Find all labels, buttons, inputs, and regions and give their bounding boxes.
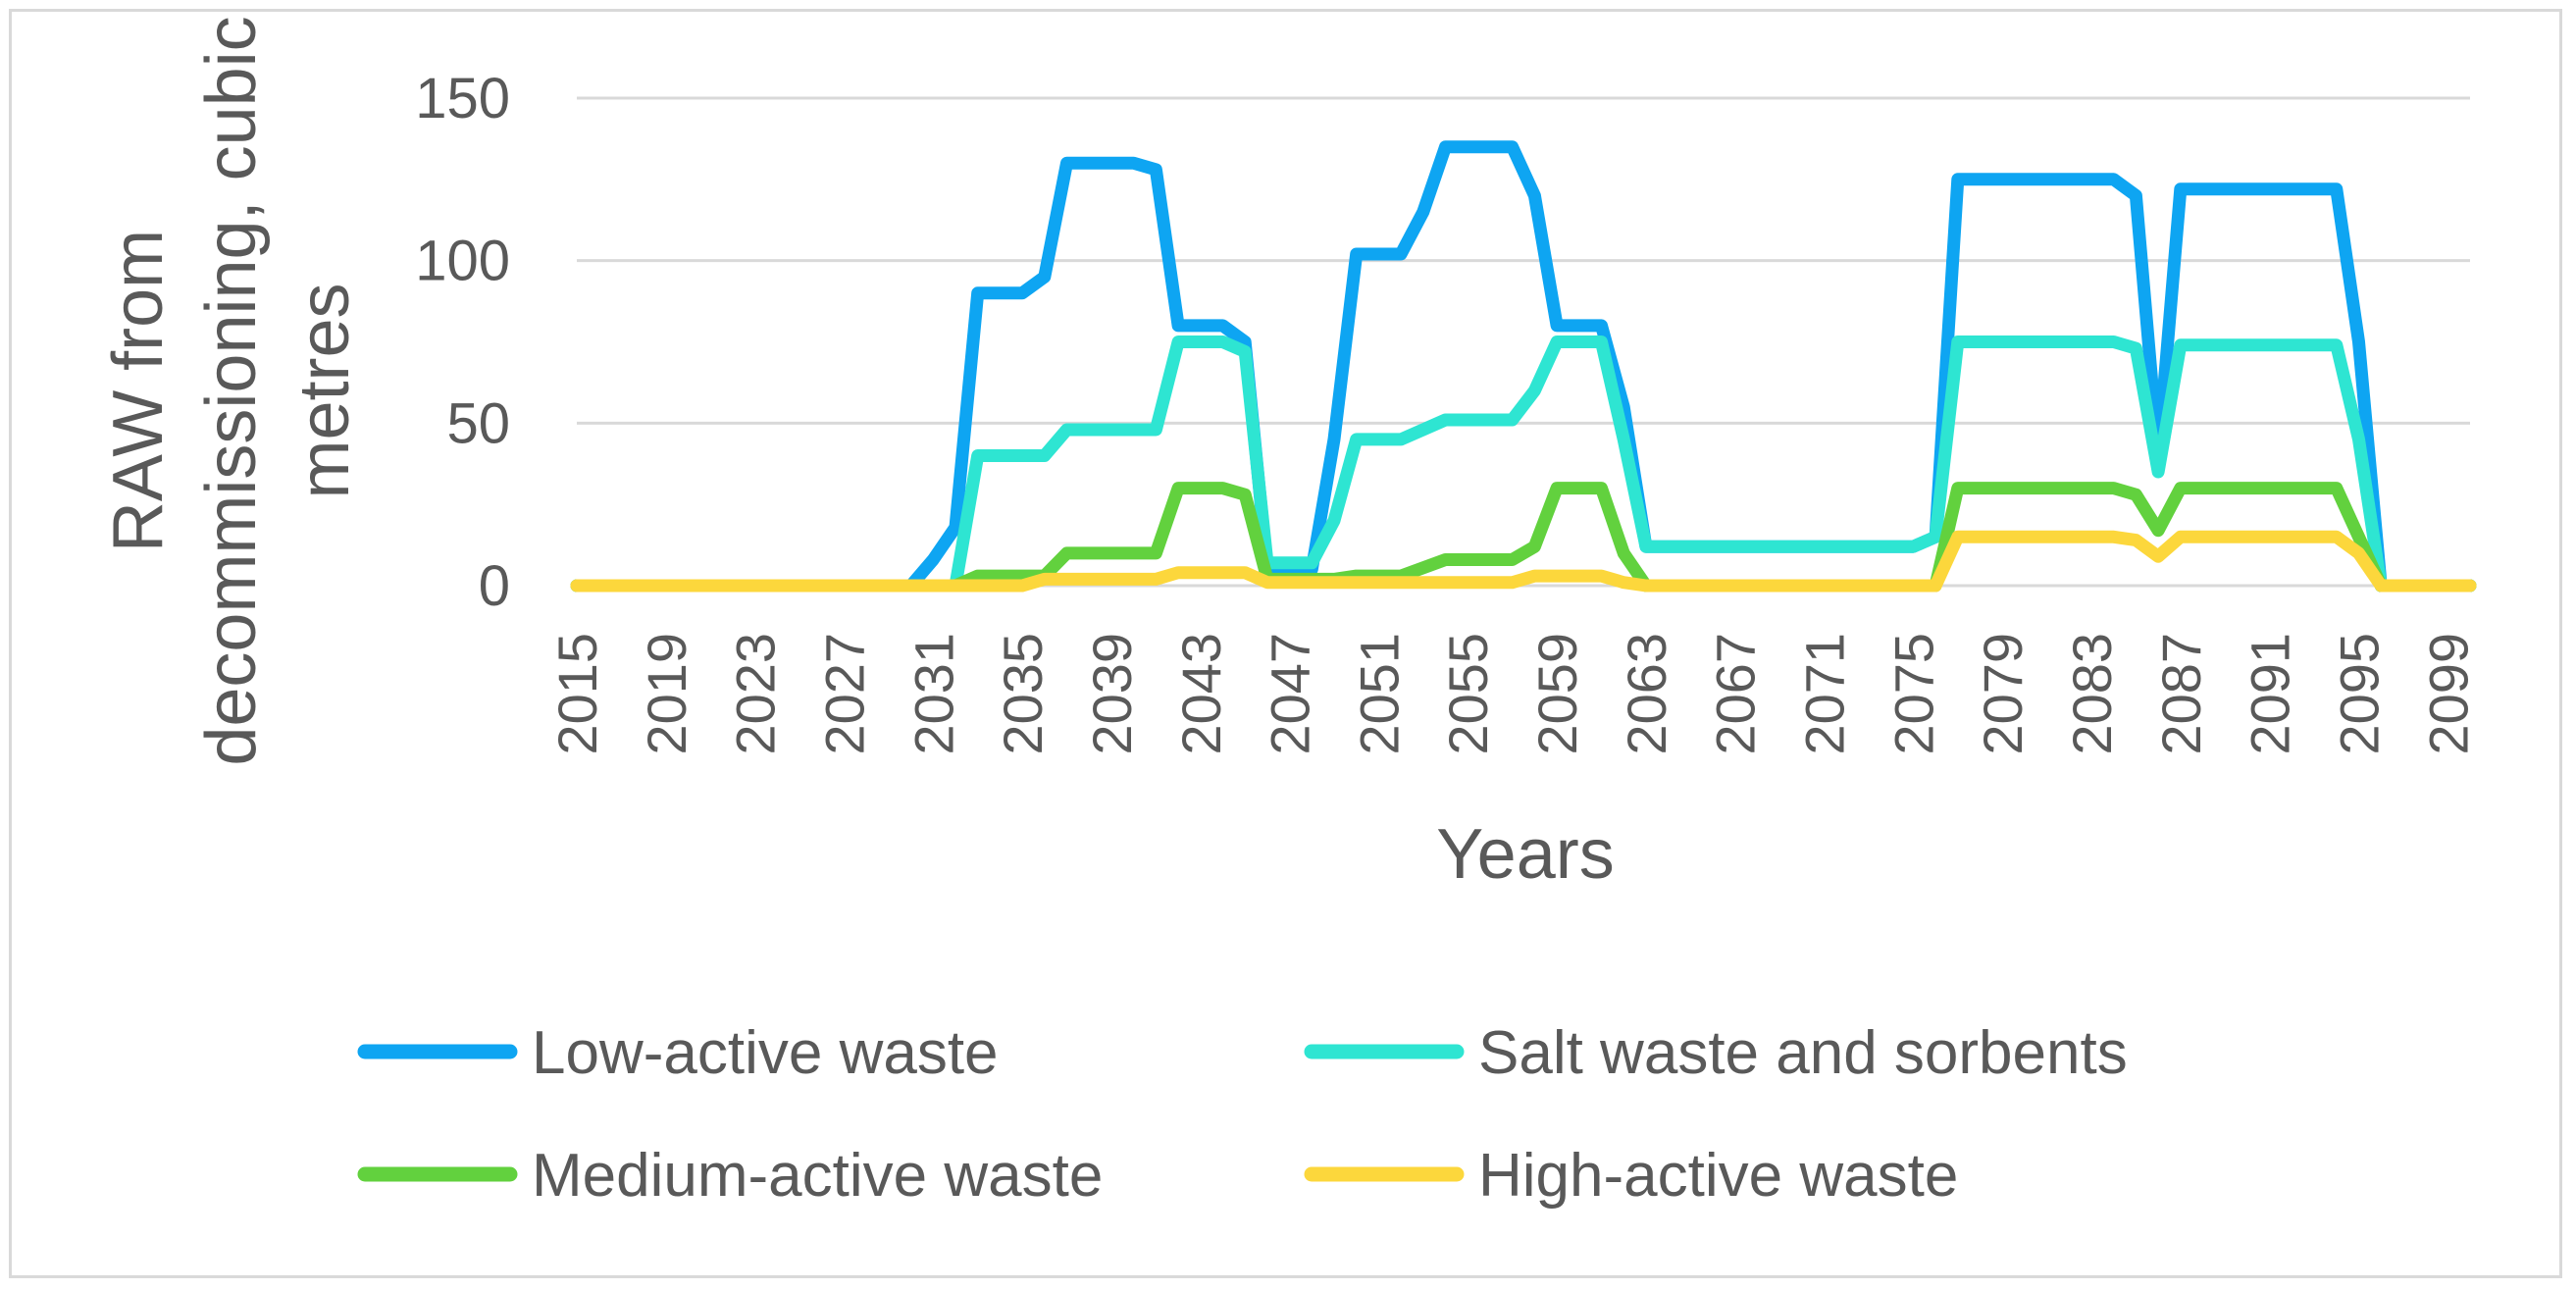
x-axis-title: Years bbox=[1436, 815, 1614, 894]
x-tick-label: 2039 bbox=[1081, 633, 1143, 755]
series-lines bbox=[570, 140, 2477, 593]
series-line-4 bbox=[570, 530, 2477, 593]
series-line-1 bbox=[570, 140, 2477, 593]
x-tick-label: 2091 bbox=[2240, 633, 2301, 755]
y-axis-ticks: 0 50 100 150 bbox=[415, 67, 510, 618]
y-axis-title-line: decommissioning, cubic bbox=[192, 16, 271, 765]
y-tick-label: 150 bbox=[415, 67, 510, 130]
x-tick-label: 2027 bbox=[813, 633, 875, 755]
y-tick-label: 100 bbox=[415, 230, 510, 293]
x-axis-ticks: 2015 2019 2023 2027 2031 2035 2039 2043 2047 2051… bbox=[546, 633, 2479, 755]
x-tick-label: 2023 bbox=[725, 633, 787, 755]
x-tick-label: 2075 bbox=[1882, 633, 1944, 755]
legend: Low-active waste Salt waste and sorbents M… bbox=[357, 1019, 2128, 1210]
x-tick-label: 2079 bbox=[1972, 633, 2034, 755]
y-tick-label: 50 bbox=[446, 391, 510, 455]
y-axis-title: RAW from decommissioning, cubic metres bbox=[99, 16, 364, 765]
x-tick-label: 2067 bbox=[1705, 633, 1767, 755]
x-tick-label: 2055 bbox=[1437, 633, 1499, 755]
x-tick-label: 2099 bbox=[2417, 633, 2479, 755]
x-tick-label: 2015 bbox=[546, 633, 608, 755]
x-tick-label: 2051 bbox=[1348, 633, 1410, 755]
x-tick-label: 2059 bbox=[1526, 633, 1588, 755]
series-line-2 bbox=[570, 335, 2477, 593]
legend-label: High-active waste bbox=[1478, 1142, 1958, 1210]
x-tick-label: 2083 bbox=[2061, 633, 2123, 755]
x-tick-label: 2019 bbox=[636, 633, 697, 755]
x-tick-label: 2095 bbox=[2328, 633, 2390, 755]
x-tick-label: 2087 bbox=[2150, 633, 2212, 755]
legend-label: Medium-active waste bbox=[532, 1142, 1103, 1210]
x-tick-label: 2043 bbox=[1170, 633, 1232, 755]
legend-label: Salt waste and sorbents bbox=[1478, 1019, 2128, 1087]
legend-label: Low-active waste bbox=[532, 1019, 999, 1087]
y-axis-title-line: RAW from bbox=[99, 230, 178, 552]
x-tick-label: 2063 bbox=[1616, 633, 1677, 755]
y-tick-label: 0 bbox=[479, 554, 510, 618]
x-tick-label: 2035 bbox=[992, 633, 1054, 755]
series-line-3 bbox=[570, 482, 2477, 593]
x-tick-label: 2047 bbox=[1260, 633, 1321, 755]
y-axis-title-line: metres bbox=[285, 283, 364, 498]
x-tick-label: 2031 bbox=[902, 633, 964, 755]
x-tick-label: 2071 bbox=[1794, 633, 1856, 755]
